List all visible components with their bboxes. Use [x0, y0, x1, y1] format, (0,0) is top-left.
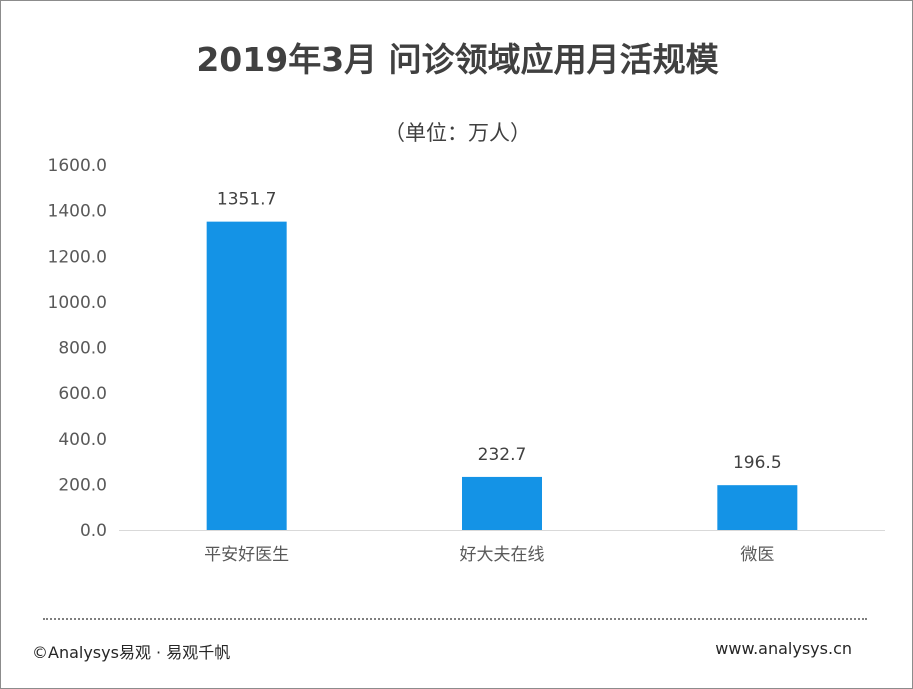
y-tick-label: 1600.0 — [48, 156, 107, 176]
footer-divider — [43, 618, 867, 620]
y-tick-label: 1000.0 — [48, 293, 107, 313]
x-category-label: 微医 — [740, 545, 774, 565]
chart-title: 2019年3月 问诊领域应用月活规模 — [196, 40, 719, 79]
y-tick-label: 1200.0 — [48, 247, 107, 267]
x-category-label: 好大夫在线 — [460, 545, 545, 565]
y-tick-label: 0.0 — [80, 521, 107, 541]
footer-website: www.analysys.cn — [715, 639, 852, 658]
y-tick-label: 200.0 — [58, 475, 107, 495]
bar — [717, 485, 798, 530]
y-tick-label: 800.0 — [58, 339, 107, 359]
y-tick-label: 400.0 — [58, 430, 107, 450]
y-tick-label: 1400.0 — [48, 202, 107, 222]
y-tick-label: 600.0 — [58, 384, 107, 404]
footer-copyright: ©Analysys易观 · 易观千帆 — [32, 643, 231, 662]
bar — [462, 476, 542, 530]
chart-subtitle: （单位：万人） — [384, 121, 531, 145]
x-category-label: 平安好医生 — [204, 545, 289, 565]
data-label: 232.7 — [478, 445, 527, 465]
data-label: 1351.7 — [217, 190, 276, 210]
bar — [206, 221, 287, 530]
data-label: 196.5 — [733, 453, 782, 473]
